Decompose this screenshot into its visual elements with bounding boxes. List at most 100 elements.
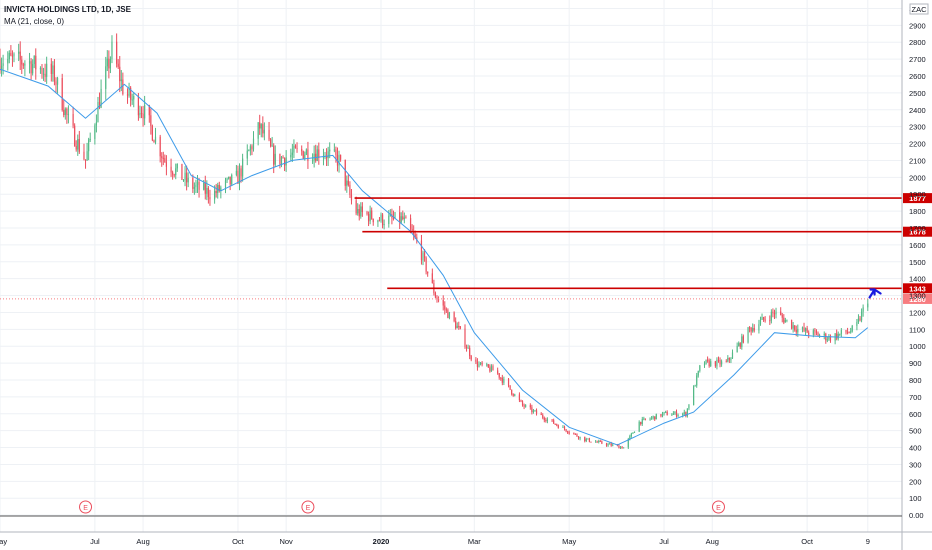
candle-body: [781, 314, 783, 318]
candle-body: [97, 102, 99, 123]
candle-body: [161, 156, 163, 158]
candle-body: [803, 327, 805, 331]
candle-body: [806, 328, 808, 333]
candle-body: [131, 99, 133, 101]
candle-body: [469, 347, 471, 357]
candle-body: [218, 185, 220, 192]
candle-body: [750, 328, 752, 332]
candle-body: [335, 149, 337, 155]
candle-body: [661, 413, 664, 417]
candle-body: [61, 78, 63, 111]
candle-body: [263, 129, 265, 134]
candle-body: [209, 197, 211, 200]
candle-body: [105, 66, 107, 89]
candle-body: [151, 125, 154, 141]
indicator-label: MA (21, close, 0): [4, 17, 65, 26]
candle-body: [759, 319, 762, 325]
candle-body: [716, 359, 718, 367]
candle-body: [850, 331, 852, 333]
currency-label: ZAC: [912, 5, 928, 14]
candle-body: [612, 444, 614, 446]
candle-body: [279, 153, 281, 165]
candle-body: [629, 436, 631, 439]
candle-body: [576, 434, 578, 437]
candle-body: [609, 443, 611, 445]
candle-body: [511, 389, 513, 394]
candle-body: [840, 330, 842, 334]
candle-body: [344, 159, 346, 186]
candle-body: [630, 433, 632, 437]
candle-body: [567, 431, 569, 433]
candle-body: [507, 378, 510, 386]
candle-body: [377, 220, 379, 223]
candle-body: [721, 361, 723, 365]
candle-body: [780, 311, 782, 315]
candle-body: [360, 206, 362, 217]
candle-body: [98, 102, 101, 108]
candle-body: [144, 105, 146, 119]
candle-body: [246, 150, 248, 159]
candle-body: [534, 410, 536, 412]
candle-body: [573, 432, 575, 434]
candle-body: [153, 140, 155, 143]
candle-body: [792, 325, 794, 329]
candle-body: [546, 419, 549, 422]
candle-body: [683, 412, 685, 414]
candle-body: [11, 55, 14, 57]
candle-body: [400, 216, 402, 223]
candle-body: [431, 273, 433, 284]
candle-body: [301, 148, 303, 152]
candle-body: [501, 377, 503, 383]
candle-body: [509, 385, 511, 390]
candle-body: [717, 359, 720, 361]
candle-body: [487, 364, 489, 368]
candle-body: [274, 153, 276, 165]
candle-body: [100, 88, 102, 108]
candle-body: [53, 65, 56, 82]
candle-body: [748, 327, 751, 329]
horizontal-levels[interactable]: 1280 1877 1678 1343: [0, 193, 932, 304]
earnings-label: E: [306, 505, 311, 512]
candle-body: [599, 440, 601, 442]
candle-body: [672, 413, 674, 415]
candle-body: [137, 96, 140, 116]
x-tick-label: Jul: [659, 537, 669, 546]
candle-body: [730, 358, 732, 360]
candle-body: [229, 176, 231, 185]
candle-body: [437, 299, 440, 301]
candle-body: [741, 336, 743, 347]
candle-body: [316, 149, 318, 161]
candle-body: [525, 405, 527, 407]
candle-body: [458, 325, 460, 327]
candle-body: [307, 149, 309, 162]
candle-body: [72, 114, 74, 126]
candle-body: [302, 151, 304, 159]
candle-body: [512, 393, 514, 396]
candle-body: [83, 151, 85, 160]
candle-body: [762, 317, 765, 320]
candle-body: [283, 158, 286, 166]
candle-body: [677, 415, 679, 417]
candle-body: [357, 209, 359, 214]
candle-body: [531, 407, 533, 413]
y-tick-label: 1600: [909, 241, 926, 250]
candle-body: [590, 441, 592, 443]
candle-body: [455, 320, 457, 329]
candle-body: [492, 366, 494, 371]
candle-body: [470, 356, 472, 360]
candle-body: [521, 401, 524, 406]
candle-body: [804, 328, 807, 331]
candle-body: [282, 157, 284, 159]
level-tag: [903, 193, 932, 204]
candle-body: [339, 154, 342, 160]
candle-body: [226, 178, 228, 181]
candle-body: [405, 217, 407, 219]
candle-body: [742, 336, 744, 343]
candle-body: [162, 157, 164, 159]
level-tag: [903, 226, 932, 237]
candle-body: [270, 139, 272, 147]
x-tick-label: Aug: [706, 537, 719, 546]
candle-body: [826, 339, 828, 341]
